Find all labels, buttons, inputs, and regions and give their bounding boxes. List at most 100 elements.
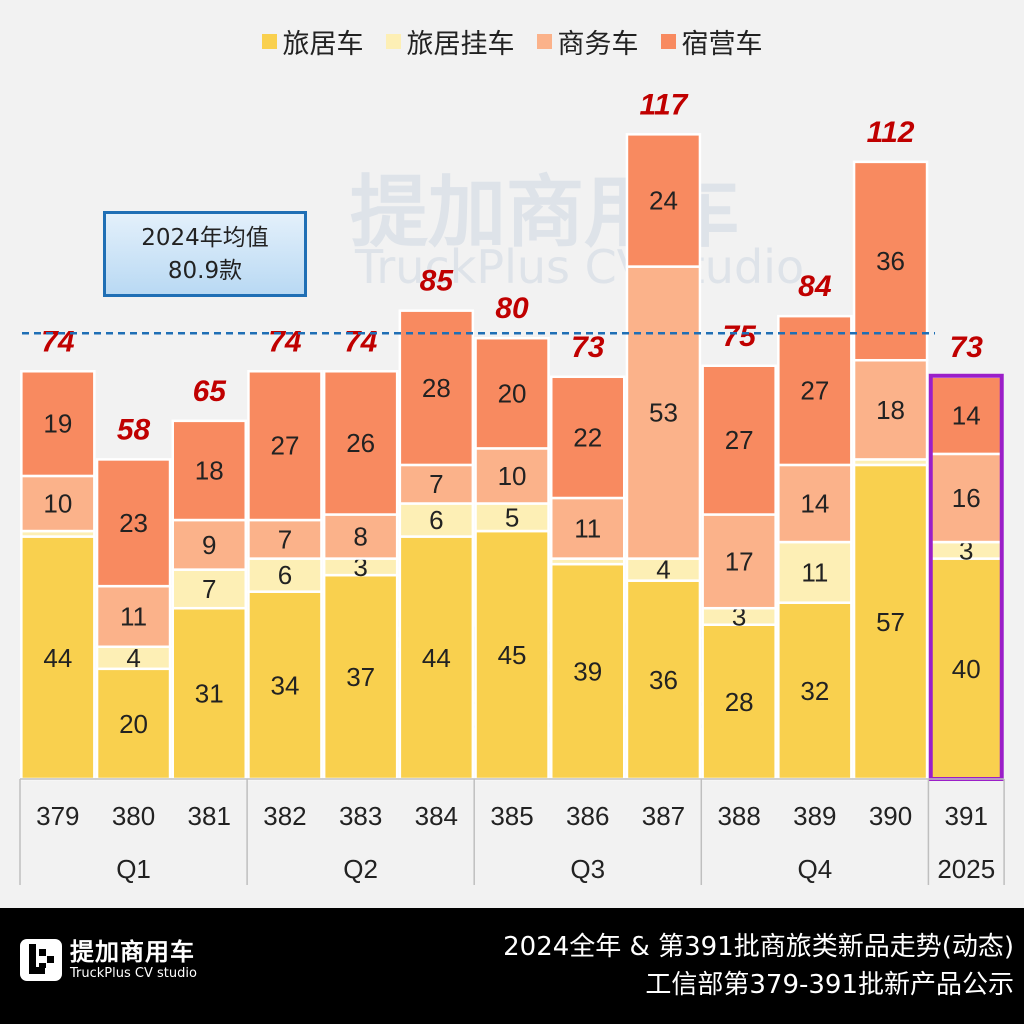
total-label: 75 — [722, 320, 757, 353]
bar-segment — [625, 265, 702, 560]
bar-segment — [777, 540, 853, 604]
bar-segment — [20, 370, 96, 478]
x-tick-label: 382 — [263, 801, 306, 831]
footer: 提加商用车 TruckPlus CV studio 2024全年 & 第391批… — [0, 908, 1024, 1024]
segment-label: 17 — [725, 546, 754, 576]
bar-segment — [777, 463, 853, 544]
total-label: 74 — [41, 325, 75, 358]
footer-subtitle: 工信部第379-391批新产品公示 — [645, 970, 1014, 1000]
segment-label: 57 — [876, 607, 905, 637]
legend-swatch — [261, 34, 277, 49]
group-label: 2025 — [937, 854, 995, 884]
segment-label: 32 — [800, 676, 829, 706]
x-tick-label: 381 — [188, 801, 231, 831]
logo-text-en: TruckPlus CV studio — [70, 966, 197, 981]
legend-item: 宿营车 — [660, 22, 763, 61]
bar-segment — [474, 336, 550, 450]
bar-segment — [550, 375, 626, 500]
bar-segment — [171, 606, 247, 781]
segment-label: 9 — [202, 530, 216, 560]
x-tick-label: 390 — [869, 801, 912, 831]
bar-segment — [852, 358, 929, 461]
bar-segment — [777, 314, 853, 467]
segment-label: 4 — [656, 555, 670, 585]
group-label: Q2 — [343, 854, 378, 884]
average-annotation: 2024年均值 80.9款 — [103, 211, 307, 297]
legend-item: 旅居车 — [261, 22, 364, 61]
segment-label: 23 — [119, 508, 148, 538]
segment-label: 10 — [498, 461, 527, 491]
segment-label: 24 — [649, 185, 678, 215]
segment-label: 16 — [952, 483, 981, 513]
average-value: 80.9款 — [167, 258, 243, 284]
x-tick-label: 384 — [415, 801, 458, 831]
bar-segment — [398, 309, 475, 467]
x-tick-label: 388 — [717, 801, 760, 831]
x-tick-label: 380 — [112, 801, 155, 831]
stacked-bar-chart: 4410197437920411235838031791865381346727… — [19, 88, 1005, 885]
bar-segment — [474, 529, 550, 781]
logo-icon — [20, 939, 62, 981]
total-label: 73 — [571, 331, 605, 364]
segment-label: 6 — [278, 560, 292, 590]
segment-label: 7 — [278, 524, 292, 554]
bar-segment — [625, 579, 702, 781]
segment-label: 14 — [952, 400, 981, 430]
total-label: 74 — [344, 325, 378, 358]
legend-label: 宿营车 — [681, 29, 763, 60]
bar-segment — [701, 364, 777, 516]
bar-segment — [171, 518, 247, 571]
bar-segment — [171, 419, 247, 522]
segment-label: 31 — [195, 679, 224, 709]
segment-label: 4 — [126, 643, 140, 673]
group-label: Q4 — [798, 854, 833, 884]
total-label: 74 — [268, 325, 302, 358]
segment-label: 34 — [270, 670, 299, 700]
legend-swatch — [536, 34, 552, 49]
segment-label: 5 — [505, 502, 519, 532]
legend: 旅居车 旅居挂车 商务车 宿营车 — [0, 22, 1024, 61]
segment-label: 37 — [346, 662, 375, 692]
bar-segment — [398, 463, 475, 505]
bar-segment — [95, 584, 172, 649]
segment-label: 20 — [119, 709, 148, 739]
logo: 提加商用车 TruckPlus CV studio — [20, 938, 197, 982]
segment-label: 19 — [43, 409, 72, 439]
segment-label: 11 — [574, 513, 601, 543]
legend-label: 旅居挂车 — [406, 29, 515, 60]
bar-segment — [247, 557, 323, 593]
segment-label: 27 — [725, 425, 754, 455]
x-tick-label: 389 — [793, 801, 836, 831]
bar-segment — [550, 562, 626, 781]
bar-segment — [247, 590, 323, 781]
total-label: 112 — [867, 116, 915, 149]
bar-segment — [20, 535, 96, 781]
segment-label: 18 — [195, 455, 224, 485]
total-label: 80 — [495, 292, 529, 325]
segment-label: 6 — [429, 505, 443, 535]
legend-label: 商务车 — [557, 29, 639, 60]
segment-label: 40 — [952, 654, 981, 684]
bar-segment — [398, 502, 475, 538]
logo-text-cn: 提加商用车 — [70, 938, 195, 966]
segment-label: 53 — [649, 398, 678, 428]
total-label: 117 — [640, 88, 689, 121]
total-label: 84 — [798, 270, 832, 303]
segment-label: 28 — [725, 687, 754, 717]
segment-label: 14 — [800, 489, 829, 519]
segment-label: 8 — [353, 522, 367, 552]
footer-title: 2024全年 & 第391批商旅类新品走势(动态) — [503, 932, 1014, 962]
total-label: 73 — [950, 331, 984, 364]
bar-segment — [171, 568, 247, 610]
segment-label: 36 — [649, 665, 678, 695]
group-label: Q1 — [116, 854, 151, 884]
segment-label: 44 — [422, 643, 451, 673]
x-tick-label: 391 — [945, 801, 988, 831]
segment-label: 27 — [270, 431, 299, 461]
legend-item: 旅居挂车 — [385, 22, 515, 61]
segment-label: 39 — [573, 657, 602, 687]
segment-label: 11 — [120, 601, 147, 631]
total-label: 58 — [117, 413, 151, 446]
bar-segment — [928, 375, 1004, 456]
bar-segment — [247, 518, 323, 560]
